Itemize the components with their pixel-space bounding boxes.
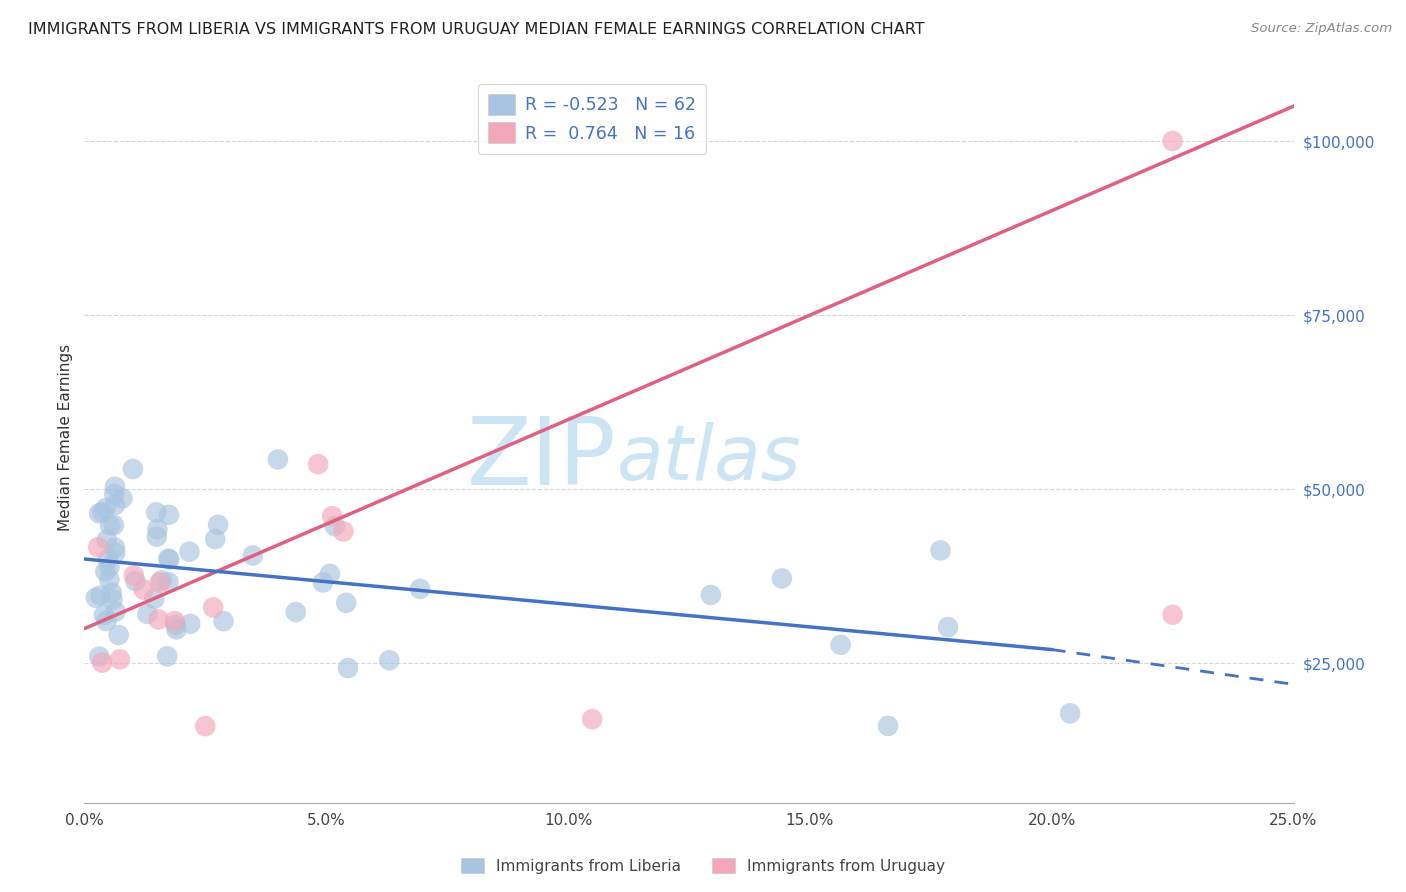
Point bbox=[100, 586, 122, 600]
Point bbox=[108, 652, 131, 666]
Legend: R = -0.523   N = 62, R =  0.764   N = 16: R = -0.523 N = 62, R = 0.764 N = 16 bbox=[478, 84, 706, 153]
Point bbox=[103, 487, 125, 501]
Point bbox=[207, 517, 229, 532]
Point bbox=[104, 480, 127, 494]
Point bbox=[157, 574, 180, 589]
Point bbox=[111, 491, 134, 506]
Point bbox=[143, 591, 166, 606]
Point bbox=[94, 501, 117, 516]
Point bbox=[581, 712, 603, 726]
Point bbox=[132, 582, 155, 597]
Point bbox=[157, 508, 180, 522]
Point bbox=[321, 509, 343, 524]
Point bbox=[98, 560, 121, 574]
Point bbox=[409, 582, 432, 596]
Point bbox=[319, 566, 342, 581]
Point bbox=[165, 623, 187, 637]
Text: ZIP: ZIP bbox=[467, 413, 616, 505]
Point bbox=[84, 591, 107, 605]
Point bbox=[936, 620, 959, 634]
Text: IMMIGRANTS FROM LIBERIA VS IMMIGRANTS FROM URUGUAY MEDIAN FEMALE EARNINGS CORREL: IMMIGRANTS FROM LIBERIA VS IMMIGRANTS FR… bbox=[28, 22, 925, 37]
Point bbox=[157, 551, 180, 566]
Point bbox=[148, 613, 170, 627]
Point bbox=[312, 575, 335, 590]
Point bbox=[194, 719, 217, 733]
Point bbox=[830, 638, 852, 652]
Point bbox=[335, 596, 357, 610]
Text: atlas: atlas bbox=[616, 422, 801, 496]
Legend: Immigrants from Liberia, Immigrants from Uruguay: Immigrants from Liberia, Immigrants from… bbox=[456, 852, 950, 880]
Point bbox=[1161, 134, 1184, 148]
Point bbox=[700, 588, 723, 602]
Point bbox=[89, 506, 111, 520]
Point bbox=[146, 530, 169, 544]
Point bbox=[1059, 706, 1081, 721]
Point bbox=[163, 614, 186, 628]
Point bbox=[1161, 607, 1184, 622]
Point bbox=[156, 649, 179, 664]
Point bbox=[89, 649, 111, 664]
Point bbox=[929, 543, 952, 558]
Point bbox=[770, 571, 793, 585]
Point bbox=[104, 546, 127, 560]
Point bbox=[307, 457, 329, 471]
Point bbox=[104, 541, 127, 555]
Point bbox=[104, 605, 127, 619]
Point bbox=[323, 519, 346, 533]
Point bbox=[179, 544, 201, 558]
Point bbox=[267, 452, 290, 467]
Y-axis label: Median Female Earnings: Median Female Earnings bbox=[58, 343, 73, 531]
Point bbox=[91, 656, 114, 670]
Point bbox=[165, 618, 187, 632]
Point bbox=[96, 533, 118, 547]
Point bbox=[94, 565, 117, 579]
Text: Source: ZipAtlas.com: Source: ZipAtlas.com bbox=[1251, 22, 1392, 36]
Point bbox=[96, 614, 118, 628]
Point bbox=[97, 552, 120, 566]
Point bbox=[103, 518, 125, 533]
Point bbox=[121, 462, 143, 476]
Point bbox=[107, 628, 129, 642]
Point bbox=[101, 592, 124, 607]
Point bbox=[90, 589, 112, 603]
Point bbox=[93, 608, 115, 623]
Point bbox=[337, 661, 360, 675]
Point bbox=[150, 574, 173, 588]
Point bbox=[87, 540, 110, 554]
Point bbox=[877, 719, 900, 733]
Point bbox=[145, 505, 167, 519]
Point bbox=[378, 653, 401, 667]
Point bbox=[242, 549, 264, 563]
Point bbox=[149, 575, 172, 590]
Point bbox=[204, 532, 226, 546]
Point bbox=[146, 522, 169, 536]
Point bbox=[332, 524, 354, 539]
Point bbox=[104, 498, 127, 512]
Point bbox=[124, 574, 146, 588]
Point bbox=[202, 600, 225, 615]
Point bbox=[179, 616, 201, 631]
Point bbox=[98, 573, 121, 587]
Point bbox=[122, 568, 145, 582]
Point bbox=[91, 505, 114, 519]
Point bbox=[98, 518, 121, 533]
Point bbox=[284, 605, 307, 619]
Point bbox=[157, 552, 180, 566]
Point bbox=[136, 607, 159, 621]
Point bbox=[212, 614, 235, 628]
